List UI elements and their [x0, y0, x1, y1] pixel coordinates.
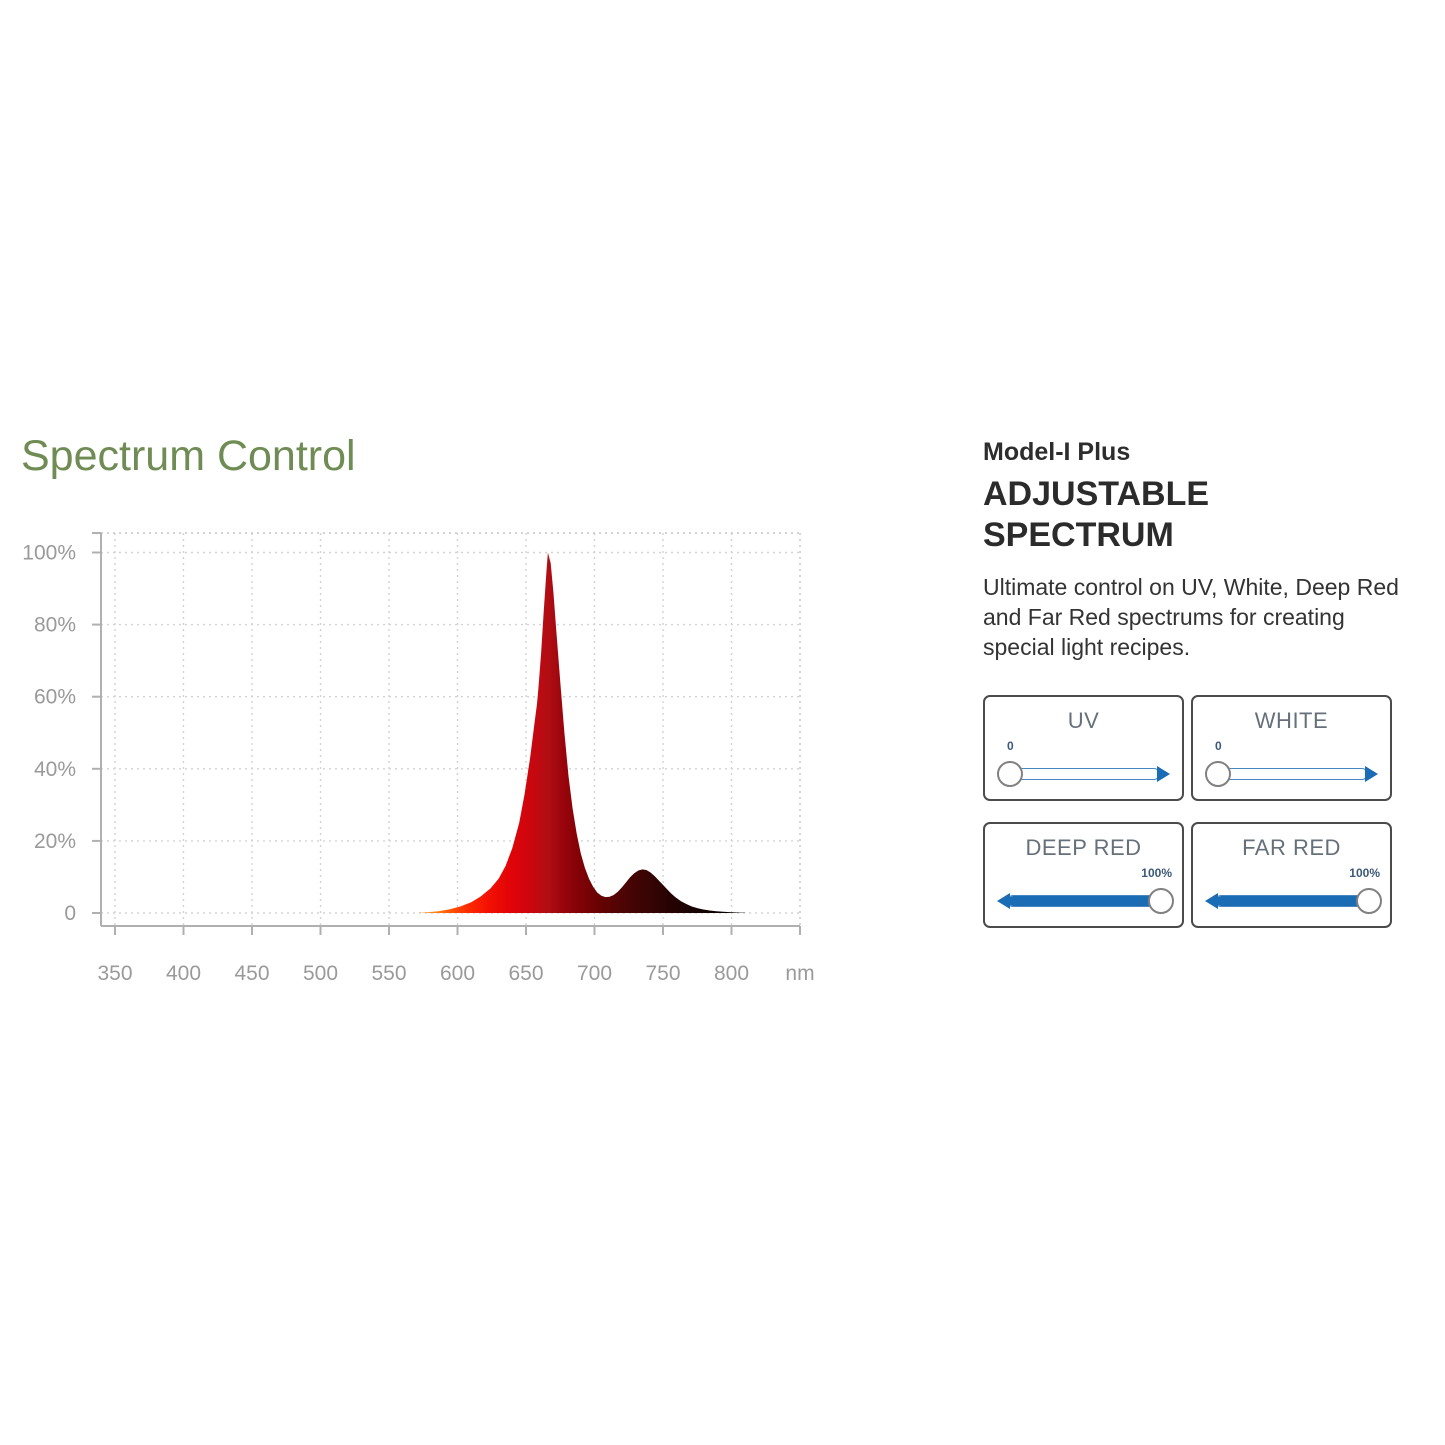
slider-card-deep-red: DEEP RED 100%	[983, 822, 1184, 928]
slider-track[interactable]	[1215, 895, 1368, 907]
x-axis-tick-label: 450	[234, 962, 269, 985]
panel-heading: ADJUSTABLE SPECTRUM	[983, 474, 1415, 557]
slider	[997, 759, 1170, 789]
slider-value: 0	[1007, 739, 1014, 753]
slider	[1205, 759, 1378, 789]
x-axis-tick-label: 350	[97, 962, 132, 985]
spectrum-curve	[416, 552, 746, 913]
slider-value: 100%	[1141, 866, 1172, 880]
y-axis-tick-label: 60%	[34, 686, 76, 709]
slider-label: WHITE	[1254, 708, 1329, 733]
y-axis-tick-label: 40%	[34, 758, 76, 781]
slider-track[interactable]	[1007, 768, 1160, 780]
slider-increase-arrow-icon[interactable]	[1157, 766, 1170, 782]
x-axis-tick-label: 800	[714, 962, 749, 985]
slider-fill	[1008, 896, 1159, 906]
slider-track[interactable]	[1215, 768, 1368, 780]
x-axis-tick-label: 750	[645, 962, 680, 985]
y-axis-tick-label: 20%	[34, 830, 76, 853]
x-axis-tick-label: 500	[303, 962, 338, 985]
slider-fill	[1216, 896, 1367, 906]
slider-card-far-red: FAR RED 100%	[1191, 822, 1392, 928]
x-axis-unit-label: nm	[785, 962, 814, 985]
slider-value: 100%	[1349, 866, 1380, 880]
panel-description: Ultimate control on UV, White, Deep Red …	[983, 573, 1399, 661]
slider-track[interactable]	[1007, 895, 1160, 907]
spectrum-chart: 100% 80% 60% 40% 20% 0 350 400 450 500 550 600 650 70…	[22, 532, 815, 985]
slider	[997, 886, 1174, 916]
y-axis-tick-label: 0	[64, 902, 76, 925]
slider-decrease-arrow-icon[interactable]	[997, 893, 1010, 909]
slider-knob[interactable]	[1205, 761, 1231, 787]
x-axis-tick-label: 550	[371, 962, 406, 985]
panel-heading-line2: SPECTRUM	[983, 516, 1174, 555]
x-axis-tick-label: 400	[166, 962, 201, 985]
slider-grid: UV 0 WHITE 0 DEEP RED 100%	[983, 695, 1392, 928]
model-name: Model-I Plus	[983, 438, 1131, 466]
y-axis-tick-label: 100%	[22, 542, 76, 565]
slider-label: UV	[1067, 708, 1100, 733]
y-axis-tick-label: 80%	[34, 614, 76, 637]
slider-value: 0	[1215, 739, 1222, 753]
info-panel: Model-I Plus ADJUSTABLE SPECTRUM Ultimat…	[983, 438, 1415, 662]
x-axis-tick-label: 700	[577, 962, 612, 985]
slider-label: DEEP RED	[1025, 835, 1142, 860]
slider-increase-arrow-icon[interactable]	[1365, 766, 1378, 782]
slider-knob[interactable]	[1356, 888, 1382, 914]
slider-label: FAR RED	[1242, 835, 1341, 860]
slider-knob[interactable]	[997, 761, 1023, 787]
slider-decrease-arrow-icon[interactable]	[1205, 893, 1218, 909]
slider	[1205, 886, 1382, 916]
page-title: Spectrum Control	[21, 432, 356, 480]
x-axis-tick-label: 650	[508, 962, 543, 985]
slider-card-uv: UV 0	[983, 695, 1184, 801]
slider-knob[interactable]	[1148, 888, 1174, 914]
x-axis-tick-label: 600	[440, 962, 475, 985]
panel-heading-line1: ADJUSTABLE	[983, 475, 1210, 513]
slider-card-white: WHITE 0	[1191, 695, 1392, 801]
